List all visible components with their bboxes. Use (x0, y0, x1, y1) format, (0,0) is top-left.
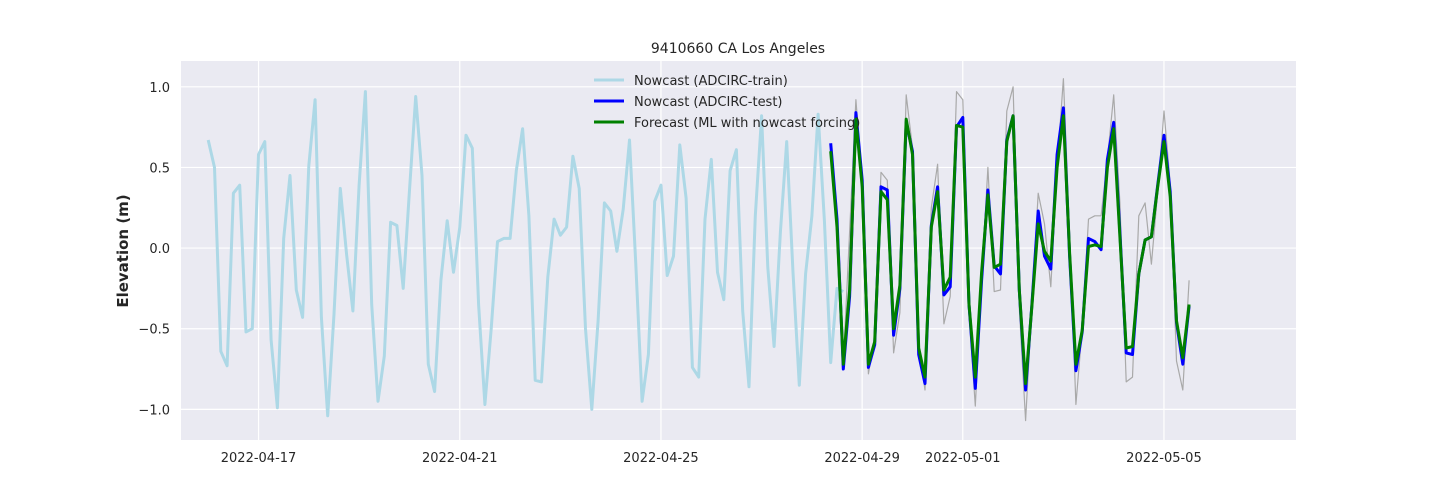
x-tick-label: 2022-04-29 (824, 451, 900, 466)
x-tick-label: 2022-04-21 (422, 451, 498, 466)
y-tick-label: 0.0 (149, 242, 170, 257)
legend-label: Nowcast (ADCIRC-train) (634, 74, 788, 89)
legend: Nowcast (ADCIRC-train) Nowcast (ADCIRC-te… (594, 74, 860, 131)
y-tick-label: 0.5 (149, 161, 170, 176)
series-layer (206, 78, 1191, 422)
series-forecast (829, 114, 1191, 386)
x-tick-label: 2022-04-17 (221, 451, 297, 466)
legend-label: Forecast (ML with nowcast forcing) (634, 116, 860, 131)
y-axis-label: Elevation (m) (114, 194, 132, 307)
y-tick-label: 1.0 (149, 81, 170, 96)
chart-title: 9410660 CA Los Angeles (651, 41, 825, 57)
x-tick-label: 2022-05-01 (925, 451, 1001, 466)
x-tick-label: 2022-04-25 (623, 451, 699, 466)
axis-ticks: −1.0 −0.5 0.0 0.5 1.0 2022-04-17 2022-04-21 202… (138, 81, 1201, 466)
legend-label: Nowcast (ADCIRC-test) (634, 95, 783, 110)
x-tick-label: 2022-05-05 (1126, 451, 1202, 466)
series-nowcast-train (206, 90, 844, 418)
y-tick-label: −1.0 (138, 403, 170, 418)
y-tick-label: −0.5 (138, 323, 170, 338)
